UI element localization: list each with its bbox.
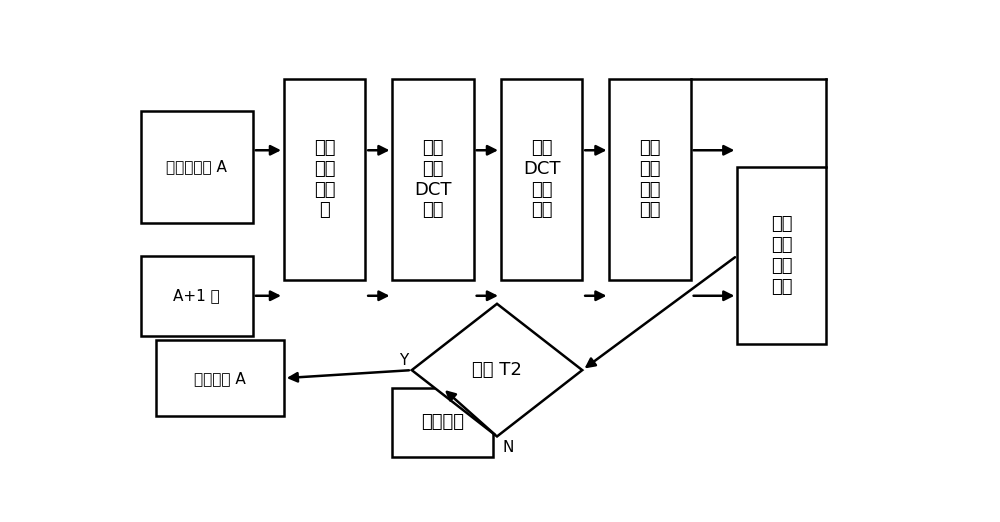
Text: 比较
帧间
序列
差异: 比较 帧间 序列 差异 (771, 216, 793, 296)
Text: 镜头边界 A: 镜头边界 A (194, 371, 246, 386)
Text: 生成
图像
哈希
序列: 生成 图像 哈希 序列 (639, 139, 661, 219)
FancyBboxPatch shape (140, 111, 253, 223)
Text: 转换
成灰
度图
像: 转换 成灰 度图 像 (314, 139, 335, 219)
Text: 待定边界帧 A: 待定边界帧 A (166, 160, 227, 175)
Text: 大于 T2: 大于 T2 (472, 361, 522, 379)
Text: 灰度
图像
DCT
变换: 灰度 图像 DCT 变换 (414, 139, 452, 219)
FancyBboxPatch shape (609, 79, 691, 280)
Text: N: N (503, 441, 514, 456)
FancyBboxPatch shape (392, 79, 474, 280)
FancyBboxPatch shape (156, 340, 284, 417)
Text: 提取
DCT
变换
系数: 提取 DCT 变换 系数 (523, 139, 560, 219)
FancyBboxPatch shape (737, 167, 826, 344)
FancyBboxPatch shape (140, 256, 253, 336)
Text: A+1 帧: A+1 帧 (173, 288, 220, 303)
FancyBboxPatch shape (501, 79, 582, 280)
Polygon shape (412, 304, 582, 436)
Text: Y: Y (399, 352, 408, 367)
FancyBboxPatch shape (392, 388, 493, 457)
Text: 边界误检: 边界误检 (421, 413, 464, 431)
FancyBboxPatch shape (284, 79, 365, 280)
